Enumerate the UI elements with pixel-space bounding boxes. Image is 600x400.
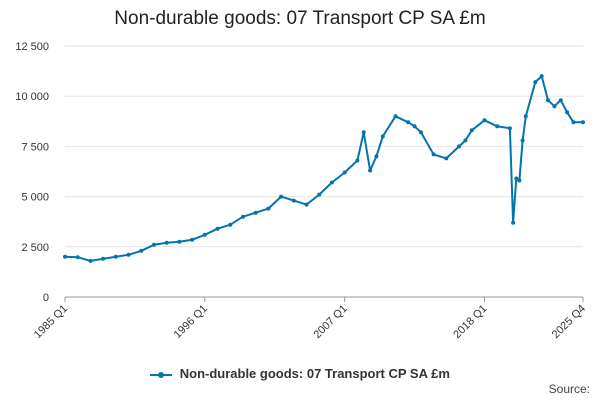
data-point[interactable] [517, 178, 522, 183]
data-point[interactable] [533, 80, 538, 85]
data-point[interactable] [329, 180, 334, 185]
source-label: Source: [548, 382, 590, 396]
data-point[interactable] [507, 126, 512, 131]
legend-label: Non-durable goods: 07 Transport CP SA £m [179, 366, 450, 381]
data-point[interactable] [266, 206, 271, 211]
data-point[interactable] [393, 114, 398, 119]
data-point[interactable] [101, 256, 106, 261]
data-point[interactable] [558, 98, 563, 103]
data-point[interactable] [412, 124, 417, 129]
y-tick-label: 10 000 [15, 91, 49, 103]
legend-swatch [150, 369, 173, 381]
legend[interactable]: Non-durable goods: 07 Transport CP SA £m [0, 366, 600, 381]
x-tick-label: 2007 Q1 [311, 303, 349, 341]
gridlines [65, 45, 583, 298]
data-point[interactable] [152, 242, 156, 247]
y-tick-label: 5 000 [21, 192, 49, 204]
data-point[interactable] [368, 168, 373, 173]
data-point[interactable] [565, 110, 570, 115]
data-point[interactable] [463, 138, 468, 143]
data-point[interactable] [202, 232, 207, 237]
data-point[interactable] [291, 198, 296, 203]
data-point[interactable] [215, 226, 220, 231]
data-point[interactable] [482, 118, 487, 123]
y-tick-label: 12 500 [15, 41, 49, 53]
data-point[interactable] [374, 154, 379, 159]
data-point[interactable] [113, 254, 118, 259]
x-tick-label: 2025 Q4 [550, 303, 588, 341]
data-point[interactable] [546, 98, 550, 103]
data-point[interactable] [228, 222, 233, 227]
x-tick-label: 1996 Q1 [172, 303, 210, 341]
data-point[interactable] [177, 239, 182, 244]
data-point[interactable] [495, 124, 500, 129]
data-point[interactable] [75, 255, 80, 260]
data-point[interactable] [164, 240, 169, 245]
data-point[interactable] [581, 120, 585, 125]
data-point[interactable] [190, 237, 195, 242]
data-point[interactable] [304, 202, 309, 207]
data-point[interactable] [361, 130, 366, 135]
data-point[interactable] [139, 248, 144, 253]
data-point[interactable] [520, 138, 525, 143]
data-point[interactable] [431, 152, 436, 157]
data-point[interactable] [241, 214, 245, 219]
data-point[interactable] [253, 210, 258, 215]
y-tick-label: 2 500 [21, 242, 49, 254]
data-point[interactable] [406, 120, 411, 125]
data-point[interactable] [457, 144, 462, 149]
data-point[interactable] [523, 114, 528, 119]
series-line [64, 75, 583, 262]
data-point[interactable] [511, 220, 516, 225]
x-tick-label: 2018 Q1 [451, 303, 489, 341]
series-layer [63, 74, 585, 263]
data-point[interactable] [279, 194, 284, 199]
y-tick-label: 0 [43, 292, 49, 304]
x-tick-label: 1985 Q1 [32, 303, 70, 341]
data-point[interactable] [355, 158, 360, 163]
data-point[interactable] [552, 104, 557, 109]
chart-title: Non-durable goods: 07 Transport CP SA £m [114, 8, 486, 29]
data-point[interactable] [418, 130, 423, 135]
data-point[interactable] [444, 156, 449, 161]
x-axis-ticks: 1985 Q1 1996 Q1 2007 Q1 2018 Q1 2025 Q4 [32, 296, 588, 341]
data-point[interactable] [380, 134, 385, 139]
data-point[interactable] [317, 192, 322, 197]
data-point[interactable] [63, 254, 67, 259]
y-tick-label: 7 500 [21, 141, 49, 153]
y-axis-ticks: 0 2 500 5 000 7 500 10 000 12 500 [15, 41, 49, 304]
data-point[interactable] [126, 252, 131, 257]
data-point[interactable] [342, 170, 347, 175]
data-point[interactable] [514, 176, 519, 181]
data-point[interactable] [571, 120, 576, 125]
data-point[interactable] [469, 128, 474, 133]
data-point[interactable] [88, 258, 93, 263]
data-point[interactable] [539, 74, 544, 79]
